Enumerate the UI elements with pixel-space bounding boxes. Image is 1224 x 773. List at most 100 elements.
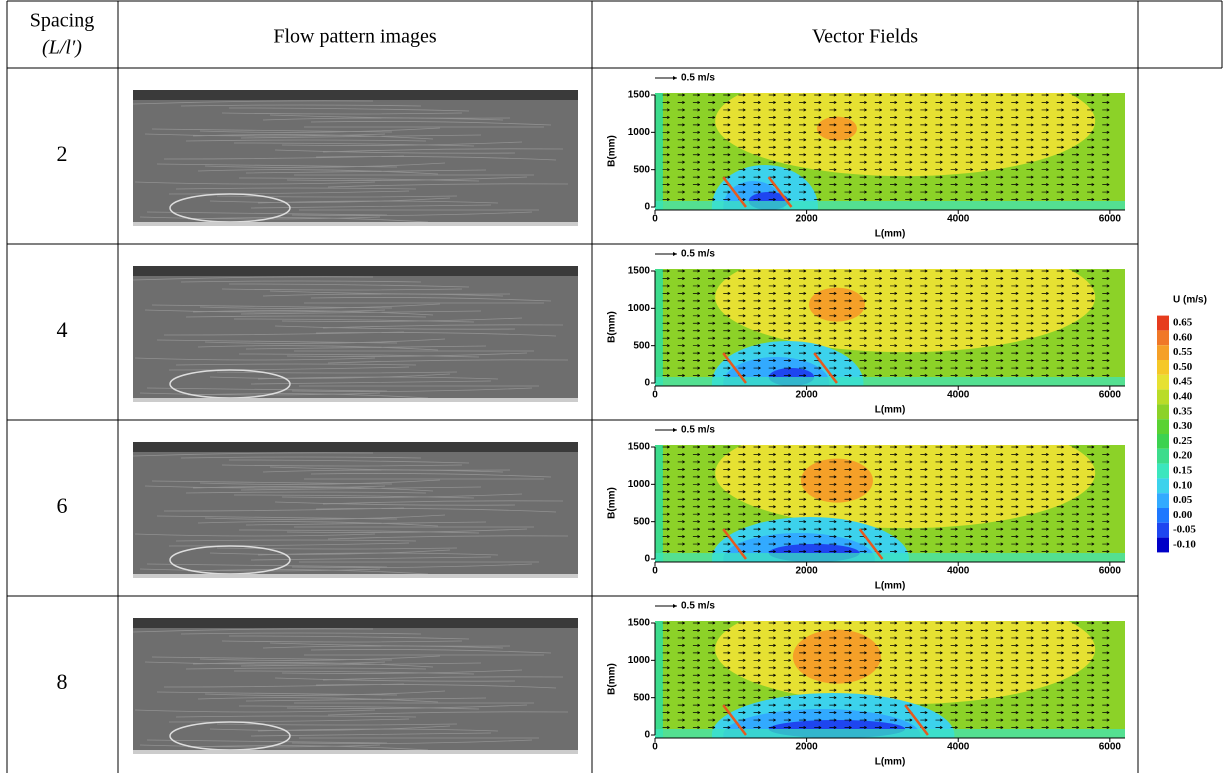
y-axis-label: B(mm) xyxy=(607,487,618,519)
x-tick-label: 4000 xyxy=(947,742,970,753)
vectors xyxy=(662,269,1110,378)
scale-label: 0.5 m/s xyxy=(681,249,715,260)
scale-arrow-head xyxy=(673,604,677,608)
y-tick-label: 1500 xyxy=(628,618,651,629)
photo-bottom xyxy=(133,750,578,754)
y-axis-label: B(mm) xyxy=(607,663,618,695)
colorbar-swatch xyxy=(1157,493,1169,508)
colorbar-label: 0.40 xyxy=(1173,391,1193,403)
y-axis-label: B(mm) xyxy=(607,135,618,167)
contour-high xyxy=(715,269,1096,353)
y-tick-label: 1000 xyxy=(628,127,651,138)
colorbar-swatch xyxy=(1157,463,1169,479)
spur-dike xyxy=(722,704,747,736)
colorbar-swatch xyxy=(1157,478,1169,494)
y-tick-label: 1000 xyxy=(628,479,651,490)
x-axis-label: L(mm) xyxy=(875,757,906,768)
contour-left xyxy=(655,621,663,738)
spur-dike xyxy=(904,704,929,736)
header-ratio: (L/l′) xyxy=(42,37,82,59)
contour-bottom xyxy=(655,377,1125,386)
y-tick-label: 0 xyxy=(644,730,650,741)
y-tick-label: 1500 xyxy=(628,90,651,101)
vectors xyxy=(662,93,1110,202)
contour-peak xyxy=(808,287,865,322)
colorbar-label: 0.55 xyxy=(1173,346,1193,358)
contour-bottom xyxy=(655,201,1125,210)
colorbar-swatch xyxy=(1157,330,1169,346)
spur-dike xyxy=(722,352,747,384)
spur-dike xyxy=(722,176,747,208)
colorbar-swatch xyxy=(1157,434,1169,449)
colorbar-swatch xyxy=(1157,389,1169,405)
scale-arrow-head xyxy=(673,252,677,256)
x-tick-label: 0 xyxy=(652,390,658,401)
colorbar-label: 0.15 xyxy=(1173,465,1193,477)
contour-left xyxy=(655,269,663,386)
photo-streaks xyxy=(132,276,569,399)
contour-left xyxy=(655,93,663,210)
x-tick-label: 6000 xyxy=(1099,742,1122,753)
colorbar-label: 0.60 xyxy=(1173,331,1193,343)
contour-field xyxy=(655,445,1125,562)
spacing-value: 2 xyxy=(57,141,68,166)
contour-high xyxy=(715,445,1096,529)
x-axis-label: L(mm) xyxy=(875,405,906,416)
spacing-value: 6 xyxy=(57,493,68,518)
scale-label: 0.5 m/s xyxy=(681,73,715,84)
x-tick-label: 6000 xyxy=(1099,390,1122,401)
x-tick-label: 2000 xyxy=(795,390,818,401)
photo-bottom xyxy=(133,222,578,226)
colorbar-swatch xyxy=(1157,537,1169,553)
x-axis-label: L(mm) xyxy=(875,229,906,240)
colorbar-label: 0.05 xyxy=(1173,494,1193,506)
photo-top xyxy=(133,266,578,276)
header-images: Flow pattern images xyxy=(273,26,437,48)
y-tick-label: 0 xyxy=(644,202,650,213)
colorbar-swatch xyxy=(1157,419,1169,434)
colorbar-label: 0.20 xyxy=(1173,450,1193,462)
colorbar-label: 0.10 xyxy=(1173,479,1193,491)
colorbar-label: -0.05 xyxy=(1173,524,1196,536)
x-tick-label: 4000 xyxy=(947,390,970,401)
spacing-value: 4 xyxy=(57,317,68,342)
colorbar-swatch xyxy=(1157,374,1169,390)
spur-dike xyxy=(722,528,747,560)
contour-high xyxy=(715,93,1096,177)
x-tick-label: 4000 xyxy=(947,214,970,225)
photo-streaks xyxy=(132,452,569,575)
flow-photo xyxy=(132,618,578,754)
y-tick-label: 1500 xyxy=(628,442,651,453)
colorbar-swatch xyxy=(1157,315,1169,331)
contour-peak xyxy=(792,629,881,684)
colorbar-label: 0.00 xyxy=(1173,509,1193,521)
y-tick-label: 1000 xyxy=(628,655,651,666)
colorbar-swatch xyxy=(1157,508,1169,523)
photo-bottom xyxy=(133,398,578,402)
x-tick-label: 2000 xyxy=(795,566,818,577)
contour-field xyxy=(655,621,1125,738)
vectors xyxy=(662,621,1110,730)
contour-left xyxy=(655,445,663,562)
colorbar-label: 0.35 xyxy=(1173,405,1193,417)
colorbar-label: 0.50 xyxy=(1173,361,1193,373)
flow-photo xyxy=(132,266,578,402)
y-tick-label: 500 xyxy=(633,516,650,527)
flow-photo xyxy=(132,90,578,226)
y-tick-label: 0 xyxy=(644,378,650,389)
y-axis-label: B(mm) xyxy=(607,311,618,343)
photo-streaks xyxy=(132,100,569,223)
x-tick-label: 0 xyxy=(652,566,658,577)
y-tick-label: 1000 xyxy=(628,303,651,314)
scale-label: 0.5 m/s xyxy=(681,425,715,436)
colorbar-swatch xyxy=(1157,448,1169,464)
y-tick-label: 500 xyxy=(633,692,650,703)
contour-bottom xyxy=(655,729,1125,738)
x-tick-label: 0 xyxy=(652,742,658,753)
contour-peak xyxy=(816,116,857,141)
colorbar-label: 0.65 xyxy=(1173,317,1193,329)
header-vectors: Vector Fields xyxy=(812,26,918,48)
contour-bottom xyxy=(655,553,1125,562)
x-tick-label: 6000 xyxy=(1099,566,1122,577)
